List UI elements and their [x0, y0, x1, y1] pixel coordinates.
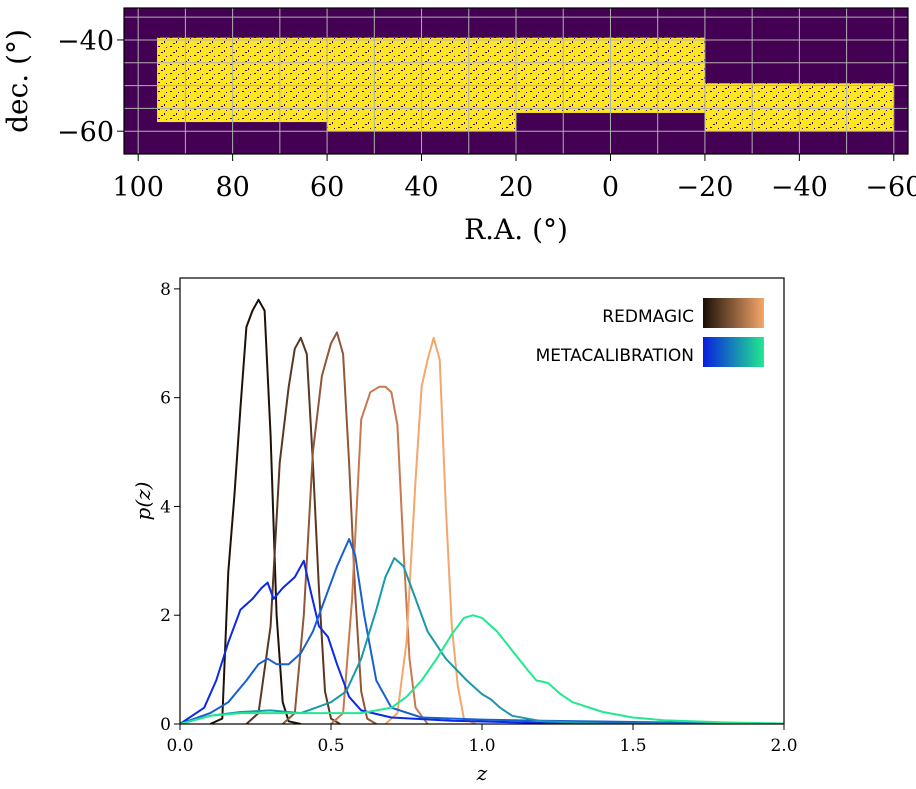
legend-swatch-metacalibration: [703, 337, 764, 367]
pz-x-tick-label: 1.5: [619, 736, 646, 756]
pz-y-tick-label: 2: [160, 606, 171, 626]
redshift-distribution-panel: 0.0 0.5 1.0 1.5 2.0 0 2 4 6 8 z p(z) REDMAGIC ME…: [131, 277, 798, 785]
footprint-region-3: [704, 83, 753, 132]
legend-swatch-redmagic: [703, 298, 764, 328]
map-x-tick-label: −20: [676, 172, 733, 203]
map-x-tick-label: −40: [771, 172, 828, 203]
map-x-tick-label: −60: [865, 172, 916, 203]
pz-x-axis-title: z: [476, 761, 488, 785]
map-grid: [124, 8, 908, 154]
map-y-axis-title: dec. (°): [1, 29, 34, 133]
pz-y-ticks: 0 2 4 6 8: [160, 280, 180, 735]
map-x-ticks: 100 80 60 40 20 0 −20 −40 −60: [112, 154, 916, 203]
pz-y-axis-title: p(z): [131, 482, 155, 521]
pz-x-tick-label: 2.0: [770, 736, 797, 756]
pz-y-tick-label: 6: [160, 389, 171, 409]
map-x-tick-label: 100: [112, 172, 164, 203]
map-x-tick-label: 60: [310, 172, 344, 203]
legend-label-metacalibration: METACALIBRATION: [536, 346, 694, 366]
pz-series-metacal-6: [180, 538, 784, 724]
map-x-tick-label: 80: [215, 172, 249, 203]
footprint-map-panel: 100 80 60 40 20 0 −20 −40 −60 −40 −60 R.A. (°) de…: [1, 7, 916, 246]
map-y-tick-label: −60: [57, 117, 114, 148]
pz-x-tick-label: 0.5: [317, 736, 344, 756]
pz-series-redmagic-2: [282, 331, 377, 724]
pz-frame: [179, 277, 785, 725]
legend-label-redmagic: REDMAGIC: [602, 307, 694, 327]
map-x-axis-title: R.A. (°): [464, 213, 568, 246]
map-x-tick-label: 20: [499, 172, 533, 203]
pz-y-tick-label: 4: [160, 497, 171, 517]
pz-series-metacal-7: [180, 557, 784, 724]
pz-legend: REDMAGIC METACALIBRATION: [536, 298, 764, 367]
pz-series-group: [180, 298, 784, 724]
pz-x-ticks: 0.0 0.5 1.0 1.5 2.0: [166, 724, 798, 756]
pz-series-metacal-8: [180, 614, 784, 724]
map-x-tick-label: 0: [602, 172, 619, 203]
pz-x-tick-label: 0.0: [166, 736, 193, 756]
pz-series-redmagic-4: [384, 336, 477, 724]
pz-series-redmagic-3: [330, 385, 429, 724]
pz-y-tick-label: 8: [160, 280, 171, 300]
footprint-region-0: [157, 37, 328, 123]
pz-series-redmagic-1: [245, 336, 341, 724]
pz-series-redmagic-0: [209, 298, 302, 724]
map-x-tick-label: 40: [404, 172, 438, 203]
pz-x-tick-label: 1.0: [468, 736, 495, 756]
map-y-ticks: −40 −60: [57, 26, 124, 148]
pz-series-metacal-5: [180, 559, 784, 724]
footprint-region-4: [752, 83, 894, 132]
map-y-tick-label: −40: [57, 26, 114, 57]
pz-y-tick-label: 0: [160, 715, 171, 735]
